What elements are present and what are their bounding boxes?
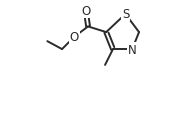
Text: N: N	[128, 43, 137, 56]
Text: S: S	[122, 8, 129, 21]
Text: O: O	[70, 31, 79, 44]
Text: O: O	[81, 5, 90, 18]
